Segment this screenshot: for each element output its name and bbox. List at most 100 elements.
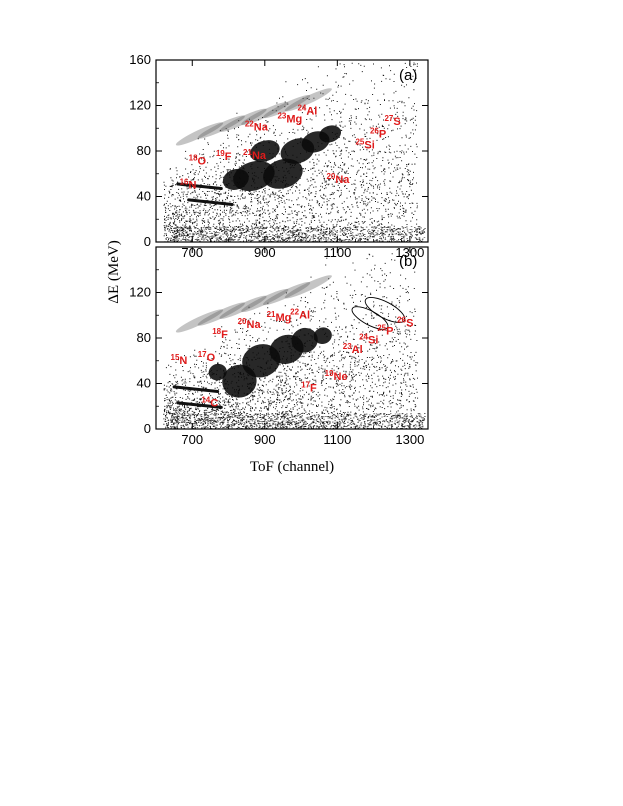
isotope-label-a-7: 25Si — [355, 138, 374, 152]
isotope-symbol: Al — [306, 106, 317, 118]
isotope-label-b-1: 14C — [201, 395, 218, 409]
isotope-label-b-12: 17F — [301, 380, 317, 394]
isotope-label-b-5: 21Mg — [267, 310, 292, 324]
isotope-symbol: Al — [352, 344, 363, 356]
y-tick-label-a-4: 160 — [129, 52, 151, 67]
isotope-mass: 20 — [238, 317, 247, 326]
y-tick-label-b-0: 0 — [144, 421, 151, 436]
isotope-mass: 22 — [290, 308, 299, 317]
y-axis-title: ΔE (MeV) — [106, 240, 122, 303]
bands-a — [176, 182, 234, 206]
scatter-noise-a — [163, 62, 418, 242]
isotope-symbol: O — [207, 352, 216, 364]
isotope-mass: 22 — [245, 120, 254, 129]
isotope-symbol: S — [393, 116, 400, 128]
isotope-mass: 18 — [189, 154, 198, 163]
isotope-label-a-10: 20Na — [326, 172, 350, 186]
cluster-a-6 — [222, 168, 249, 190]
isotope-label-b-0: 15N — [171, 353, 188, 367]
isotope-mass: 27 — [384, 114, 393, 123]
isotope-label-a-9: 27S — [384, 114, 400, 128]
scatter-points-b — [163, 250, 426, 429]
gate-ellipses-b — [351, 297, 406, 330]
cluster-b-3 — [291, 327, 318, 353]
y-tick-label-a-0: 0 — [144, 234, 151, 249]
isotope-mass: 21 — [243, 148, 252, 157]
cluster-b-5 — [208, 363, 227, 381]
isotope-mass: 17 — [198, 350, 207, 359]
low-streaks-b — [170, 413, 426, 429]
dense-clusters-b — [175, 275, 332, 398]
isotope-symbol: C — [210, 397, 218, 409]
isotope-label-b-4: 20Na — [238, 317, 262, 331]
x-tick-label-b-1: 900 — [254, 432, 276, 447]
isotope-symbol: Si — [368, 335, 378, 347]
x-axis-title: ToF (channel) — [250, 459, 334, 475]
streak-b-3 — [241, 288, 289, 313]
y-tick-label-b-2: 80 — [137, 330, 151, 345]
isotope-label-b-2: 17O — [198, 350, 216, 364]
isotope-mass: 25 — [377, 324, 386, 333]
band-a-1 — [187, 198, 234, 206]
isotope-labels-b: 15N14C17O18F20Na21Mg22Al23Al24Si25P26S19… — [171, 308, 414, 410]
isotope-symbol: F — [221, 329, 228, 341]
streak-b-2 — [219, 295, 267, 319]
streak-a-2 — [219, 108, 267, 132]
isotope-label-a-3: 21Na — [243, 148, 267, 162]
isotope-symbol: Na — [254, 122, 269, 134]
axis-ticks-b: 700 900 1100 1300 0 40 80 120 — [129, 246, 429, 447]
band-b-1 — [176, 401, 223, 409]
isotope-mass: 26 — [397, 316, 406, 325]
isotope-symbol: F — [310, 382, 317, 394]
streak-a-4 — [262, 95, 311, 119]
isotope-symbol: P — [379, 128, 386, 140]
isotope-mass: 18 — [212, 327, 221, 336]
isotope-label-a-4: 22Na — [245, 120, 269, 134]
streak-b-1 — [197, 302, 245, 326]
isotope-mass: 25 — [355, 138, 364, 147]
isotope-symbol: S — [406, 318, 413, 330]
cluster-a-5 — [319, 125, 342, 143]
streak-b-4 — [262, 282, 311, 306]
isotope-mass: 19 — [325, 369, 334, 378]
streak-a-0 — [175, 122, 224, 146]
isotope-symbol: N — [179, 355, 187, 367]
isotope-symbol: Si — [364, 140, 374, 152]
streak-a-5 — [284, 88, 332, 112]
isotope-label-b-10: 26S — [397, 316, 413, 330]
isotope-label-b-7: 23Al — [343, 342, 363, 356]
cluster-b-4 — [313, 327, 332, 344]
isotope-symbol: Al — [299, 310, 310, 322]
low-streaks-a — [170, 226, 426, 242]
isotope-symbol: O — [198, 156, 207, 168]
streak-b-5 — [284, 275, 332, 299]
cluster-a-1 — [263, 158, 303, 189]
y-tick-label-a-2: 80 — [137, 143, 151, 158]
isotope-mass: 17 — [301, 380, 310, 389]
streak-b-0 — [175, 309, 224, 333]
streak-a-3 — [241, 101, 289, 126]
isotope-label-b-11: 19Ne — [325, 369, 348, 383]
isotope-mass: 24 — [359, 333, 368, 342]
bands-b — [172, 385, 223, 409]
isotope-symbol: Mg — [286, 114, 302, 126]
isotope-mass: 26 — [370, 126, 379, 135]
isotope-label-a-6: 24Al — [297, 104, 317, 118]
streak-a-1 — [197, 115, 245, 139]
isotope-symbol: Na — [252, 150, 267, 162]
panel-label-b: (b) — [399, 253, 417, 270]
band-b-0 — [172, 385, 220, 393]
isotope-symbol: Mg — [276, 312, 292, 324]
x-tick-label-b-3: 1300 — [395, 432, 424, 447]
isotope-mass: 16 — [180, 178, 189, 187]
isotope-label-a-5: 23Mg — [277, 112, 302, 126]
isotope-label-a-0: 18O — [189, 154, 207, 168]
cluster-a-4 — [249, 140, 280, 162]
y-tick-label-b-1: 40 — [137, 376, 151, 391]
isotope-symbol: F — [225, 151, 232, 163]
isotope-symbol: N — [188, 180, 196, 192]
isotope-label-a-2: 19F — [216, 149, 232, 163]
isotope-label-a-1: 16N — [180, 178, 197, 192]
